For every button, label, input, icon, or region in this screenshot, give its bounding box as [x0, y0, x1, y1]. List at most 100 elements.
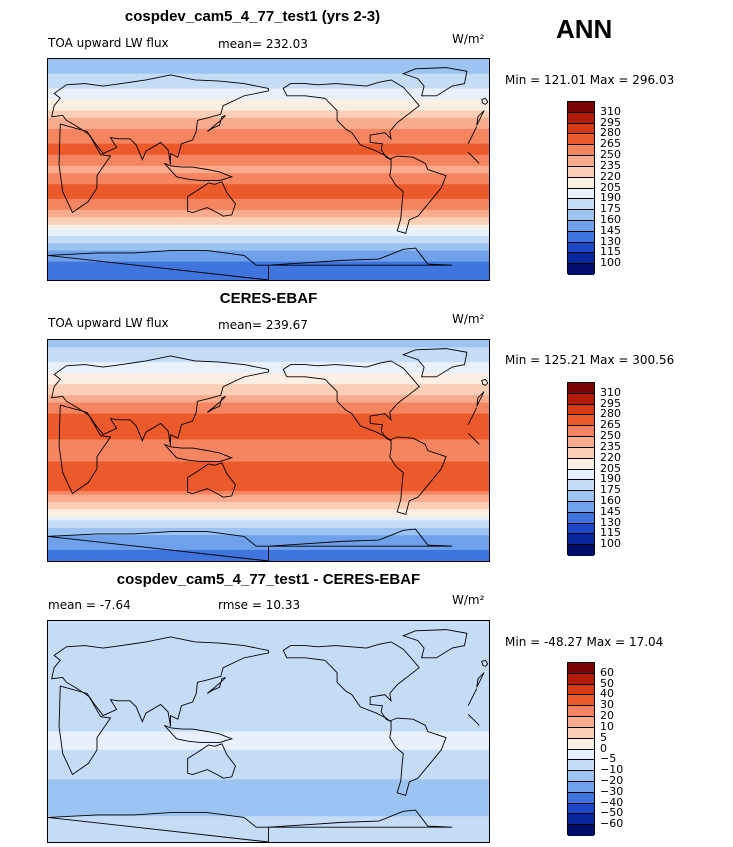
heatmap-band — [48, 790, 489, 795]
coastline-australia — [187, 743, 236, 779]
panel-mean-model: mean= 232.03 — [218, 37, 308, 51]
heatmap-band — [48, 468, 489, 474]
heatmap-band — [48, 343, 489, 348]
heatmap-band — [48, 643, 489, 648]
colorbar-swatch — [568, 469, 594, 481]
colorbar-tick-label: 295 — [600, 115, 621, 129]
coastline-japan — [206, 677, 226, 694]
heatmap-band — [48, 753, 489, 758]
heatmap-band — [48, 632, 489, 637]
heatmap-band — [48, 716, 489, 722]
heatmap-band — [48, 176, 489, 182]
colorbar-swatch — [568, 112, 594, 124]
heatmap-band — [48, 140, 489, 145]
heatmap-band — [48, 365, 489, 371]
heatmap-band — [48, 757, 489, 762]
coastline-australia — [187, 181, 236, 217]
colorbar-swatch — [568, 199, 594, 211]
map-svg-model — [48, 59, 489, 280]
heatmap-band — [48, 224, 489, 230]
colorbar-swatch — [568, 663, 594, 674]
coastline-north_america — [282, 641, 420, 723]
colorbar-tick-label: 115 — [600, 526, 621, 540]
heatmap-band — [48, 106, 489, 112]
heatmap-band — [48, 746, 489, 751]
colorbar-tick-label: 130 — [600, 515, 621, 529]
heatmap-band — [48, 443, 489, 448]
colorbar-tick-label: 265 — [600, 418, 621, 432]
colorbar-swatch — [568, 123, 594, 135]
heatmap-band — [48, 92, 489, 97]
colorbar-tick-label: −40 — [600, 795, 624, 809]
panel-variable-label-model: TOA upward LW flux — [48, 36, 169, 50]
coastline-indonesia — [164, 724, 234, 744]
colorbar-swatch — [568, 738, 594, 750]
colorbar-swatch — [568, 749, 594, 761]
colorbar-tick-label: 5 — [600, 730, 607, 744]
coastline-north_america — [282, 360, 420, 442]
heatmap-band — [48, 812, 489, 817]
heatmap-band — [48, 779, 489, 784]
colorbar-swatch — [568, 727, 594, 739]
heatmap-band — [48, 221, 489, 226]
heatmap-band — [48, 487, 489, 492]
heatmap-band — [48, 70, 489, 75]
panel-title-obs: CERES-EBAF — [219, 290, 318, 307]
heatmap-band — [48, 683, 489, 688]
colorbar-swatch — [568, 825, 594, 836]
colorbar-tick-label: −10 — [600, 763, 624, 777]
heatmap-band — [48, 668, 489, 674]
colorbar-swatch — [568, 102, 594, 113]
heatmap-band — [48, 376, 489, 382]
heatmap-band — [48, 59, 489, 64]
heatmap-band — [48, 77, 489, 82]
heatmap-band — [48, 720, 489, 725]
heatmap-band — [48, 384, 489, 389]
heatmap-band — [48, 702, 489, 707]
heatmap-band — [48, 409, 489, 415]
colorbar-tick-label: 145 — [600, 223, 621, 237]
heatmap-band — [48, 435, 489, 441]
colorbar-tick-label: 50 — [600, 676, 614, 690]
colorbar-tick-label: 235 — [600, 439, 621, 453]
coastline-indonesia — [164, 162, 234, 182]
heatmap-band — [48, 498, 489, 503]
colorbar-swatch — [568, 501, 594, 513]
heatmap-band — [48, 760, 489, 766]
colorbar-swatch — [568, 437, 594, 448]
heatmap-band — [48, 151, 489, 156]
heatmap-band — [48, 424, 489, 429]
heatmap-band — [48, 457, 489, 463]
panel-title-diff: cospdev_cam5_4_77_test1 - CERES-EBAF — [116, 571, 421, 588]
colorbar-swatch — [568, 534, 594, 546]
colorbar-swatch — [568, 145, 594, 157]
heatmap-band — [48, 73, 489, 79]
heatmap-band — [48, 358, 489, 363]
colorbar-swatch — [568, 447, 594, 459]
heatmap-band — [48, 772, 489, 777]
heatmap-band — [48, 661, 489, 666]
season-label: ANN — [556, 14, 613, 44]
heatmap-band — [48, 801, 489, 806]
heatmap-band — [48, 169, 489, 174]
colorbar-tick-label: 310 — [600, 385, 621, 399]
colorbar-tick-label: 130 — [600, 234, 621, 248]
heatmap-band — [48, 749, 489, 755]
heatmap-band — [48, 520, 489, 525]
colorbar-swatch — [568, 792, 594, 804]
heatmap-band — [48, 351, 489, 356]
heatmap-band — [48, 709, 489, 714]
heatmap-band — [48, 472, 489, 477]
heatmap-band — [48, 465, 489, 470]
heatmap-band — [48, 235, 489, 241]
heatmap-band — [48, 243, 489, 248]
heatmap-band — [48, 158, 489, 163]
heatmap-band — [48, 406, 489, 411]
heatmap-band — [48, 531, 489, 536]
colorbar-swatch — [568, 383, 594, 394]
colorbar-tick-label: −5 — [600, 752, 617, 766]
colorbar-tick-label: 145 — [600, 504, 621, 518]
heatmap-band — [48, 387, 489, 393]
heatmap-band — [48, 694, 489, 699]
colorbar-model — [567, 101, 595, 275]
